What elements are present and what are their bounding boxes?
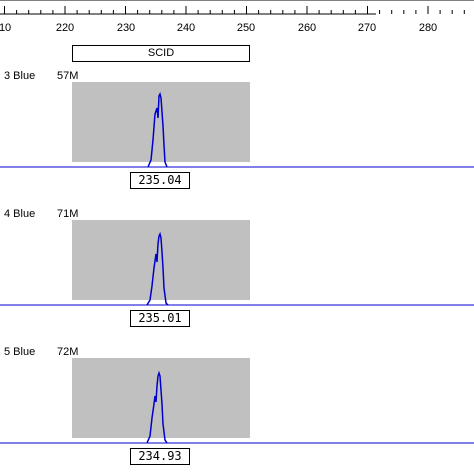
sample-label: 71M (57, 208, 79, 220)
dye-label: 5 Blue (4, 346, 36, 358)
tick-label-270: 270 (357, 22, 377, 34)
peak-size-text: 235.01 (138, 311, 182, 325)
bin-shaded-area (72, 220, 250, 300)
peak-size-text: 235.04 (138, 173, 182, 187)
dye-label: 3 Blue (4, 70, 36, 82)
peak-size-label[interactable]: 234.93 (130, 448, 190, 465)
electropherogram-panel: 3 Blue 57M 235.04 (0, 70, 474, 195)
peak-trace (146, 231, 169, 306)
sample-label: 57M (57, 70, 79, 82)
peak-trace (146, 370, 168, 444)
peak-size-label[interactable]: 235.04 (130, 172, 190, 189)
trace-plot (0, 370, 474, 444)
peak-trace (147, 91, 168, 168)
trace-plot (0, 231, 474, 306)
peak-size-text: 234.93 (138, 449, 182, 463)
trace-plot (0, 91, 474, 168)
dye-label: 4 Blue (4, 208, 36, 220)
electropherogram-panel: 5 Blue 72M 234.93 (0, 346, 474, 471)
tick-label-280: 280 (418, 22, 438, 34)
tick-label-240: 240 (176, 22, 196, 34)
bin-label-text: SCID (147, 47, 175, 59)
size-ruler (0, 0, 474, 15)
sample-label: 72M (57, 346, 79, 358)
electropherogram-panel: 4 Blue 71M 235.01 (0, 208, 474, 333)
tick-label-260: 260 (297, 22, 317, 34)
tick-label-230: 230 (116, 22, 136, 34)
peak-size-label[interactable]: 235.01 (130, 310, 190, 327)
tick-label-220: 220 (55, 22, 75, 34)
tick-label-250: 250 (236, 22, 256, 34)
tick-label-210: 210 (0, 22, 12, 34)
bin-label-box[interactable]: SCID (72, 45, 250, 62)
